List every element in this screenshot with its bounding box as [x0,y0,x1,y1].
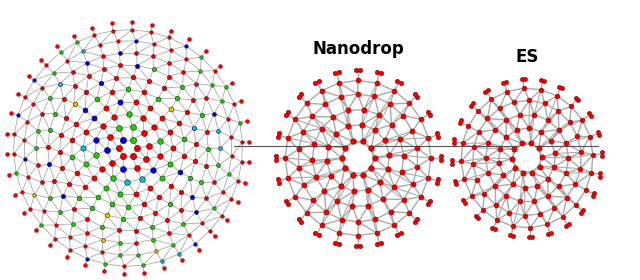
Ellipse shape [343,143,373,173]
Text: ES: ES [515,48,539,66]
Text: Nanodrop: Nanodrop [312,40,404,58]
Ellipse shape [513,144,541,172]
